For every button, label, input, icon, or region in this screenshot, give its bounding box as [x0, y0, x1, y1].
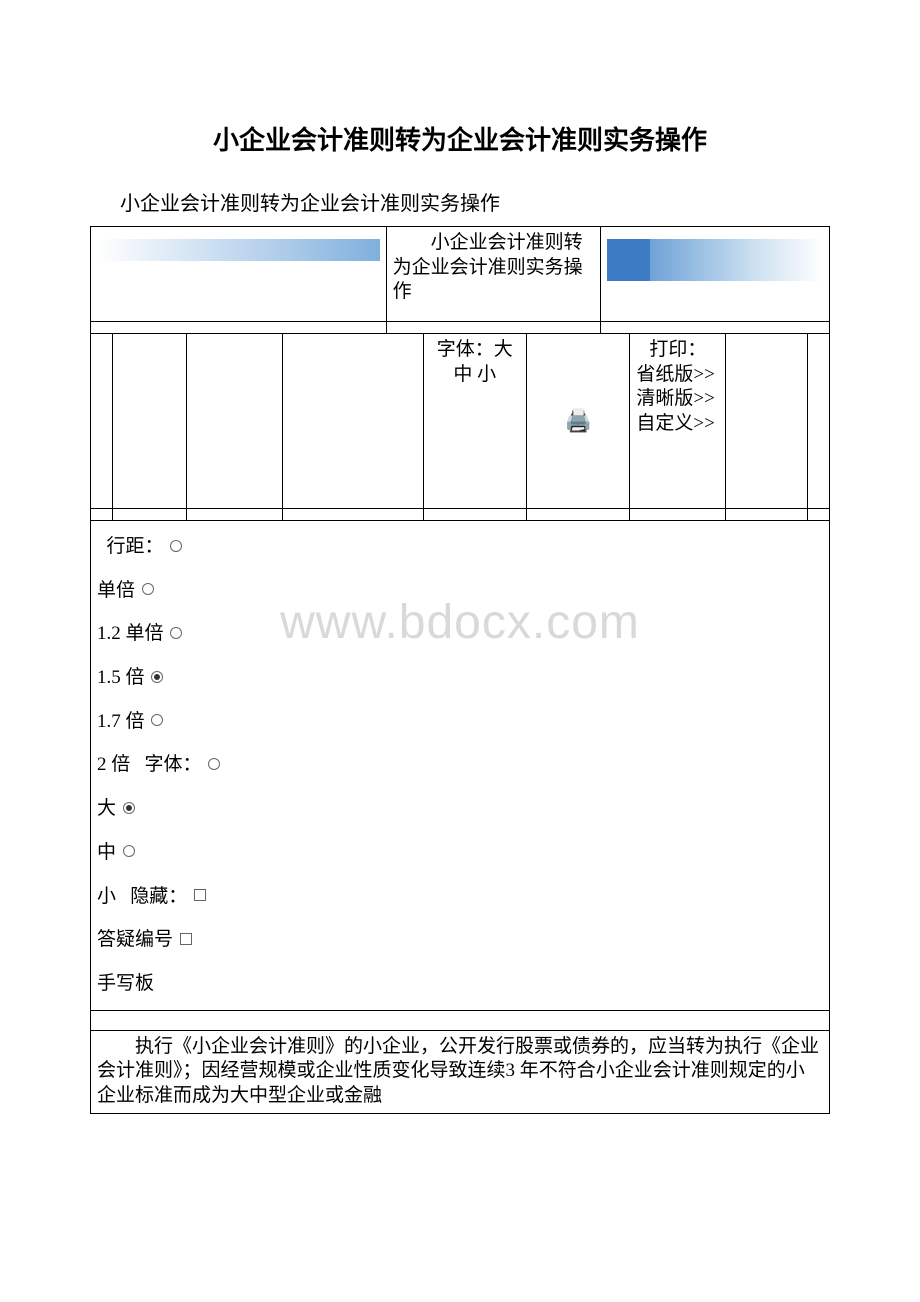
spacer-row-3	[91, 1010, 830, 1030]
gradient-decoration-left	[97, 239, 380, 261]
radio-1-2[interactable]	[170, 627, 182, 639]
table-header-row: 小企业会计准则转为企业会计准则实务操作	[91, 227, 830, 322]
print-options-cell: 打印： 省纸版>> 清晰版>> 自定义>>	[630, 334, 726, 509]
body-text-cell: 执行《小企业会计准则》的小企业，公开发行股票或债券的，应当转为执行《企业会计准则…	[91, 1030, 830, 1113]
header-title-text: 小企业会计准则转为企业会计准则实务操作	[393, 231, 594, 305]
options-cell: 行距： 单倍 1.2 单倍 1.5 倍 1.7 倍	[91, 521, 830, 1011]
radio-line-spacing-default[interactable]	[170, 540, 182, 552]
main-table: 小企业会计准则转为企业会计准则实务操作 字体：大 中 小 🖨️ 打印：	[90, 226, 830, 1114]
line-spacing-option-1-5[interactable]: 1.5 倍	[97, 667, 145, 688]
header-title-cell: 小企业会计准则转为企业会计准则实务操作	[386, 227, 600, 322]
print-option-paper-saving[interactable]: 省纸版>>	[636, 363, 719, 388]
body-paragraph: 执行《小企业会计准则》的小企业，公开发行股票或债券的，应当转为执行《企业会计准则…	[97, 1035, 823, 1109]
print-option-clear[interactable]: 清晰版>>	[636, 387, 719, 412]
controls-row: 字体：大 中 小 🖨️ 打印： 省纸版>> 清晰版>> 自定义>>	[91, 334, 830, 509]
page-subtitle: 小企业会计准则转为企业会计准则实务操作	[120, 187, 830, 216]
gradient-decoration-right	[607, 239, 823, 281]
print-option-custom[interactable]: 自定义>>	[636, 412, 719, 437]
checkbox-answer-id[interactable]	[180, 933, 192, 945]
document-page: 小企业会计准则转为企业会计准则实务操作 小企业会计准则转为企业会计准则实务操作 …	[0, 0, 920, 1154]
handwrite-label[interactable]: 手写板	[97, 973, 154, 994]
empty-cell	[113, 334, 187, 509]
radio-medium[interactable]	[123, 845, 135, 857]
font-option-medium[interactable]: 中	[97, 842, 116, 863]
header-right-cell	[600, 227, 829, 322]
empty-cell	[726, 334, 807, 509]
printer-icon[interactable]: 🖨️	[564, 407, 591, 436]
checkbox-hide[interactable]	[194, 889, 206, 901]
line-spacing-option-single[interactable]: 单倍	[97, 580, 135, 601]
font-option-large[interactable]: 大	[97, 798, 116, 819]
radio-large[interactable]	[123, 802, 135, 814]
radio-font-default[interactable]	[208, 758, 220, 770]
body-text-row: 执行《小企业会计准则》的小企业，公开发行股票或债券的，应当转为执行《企业会计准则…	[91, 1030, 830, 1113]
empty-cell	[187, 334, 283, 509]
print-label: 打印：	[636, 338, 719, 363]
options-row: 行距： 单倍 1.2 单倍 1.5 倍 1.7 倍	[91, 521, 830, 1011]
empty-cell	[91, 334, 113, 509]
font-option-small[interactable]: 小	[97, 886, 116, 907]
printer-icon-cell: 🖨️	[526, 334, 629, 509]
hide-label: 隐藏：	[130, 886, 187, 907]
spacer-row-1	[91, 322, 830, 334]
empty-cell	[807, 334, 829, 509]
font-size-control[interactable]: 字体：大 中 小	[437, 339, 513, 385]
line-spacing-option-1-7[interactable]: 1.7 倍	[97, 711, 145, 732]
radio-1-7[interactable]	[151, 714, 163, 726]
radio-1-5[interactable]	[151, 671, 163, 683]
empty-cell	[91, 1010, 830, 1030]
header-left-cell	[91, 227, 387, 322]
font-size-cell: 字体：大 中 小	[423, 334, 526, 509]
page-title: 小企业会计准则转为企业会计准则实务操作	[90, 120, 830, 157]
spacer-row-2	[91, 509, 830, 521]
line-spacing-option-1-2[interactable]: 1.2 单倍	[97, 623, 164, 644]
line-spacing-option-2[interactable]: 2 倍	[97, 754, 130, 775]
line-spacing-label: 行距：	[107, 536, 164, 557]
empty-cell	[283, 334, 423, 509]
answer-id-label[interactable]: 答疑编号	[97, 929, 173, 950]
radio-single[interactable]	[142, 583, 154, 595]
font-label: 字体：	[145, 754, 202, 775]
